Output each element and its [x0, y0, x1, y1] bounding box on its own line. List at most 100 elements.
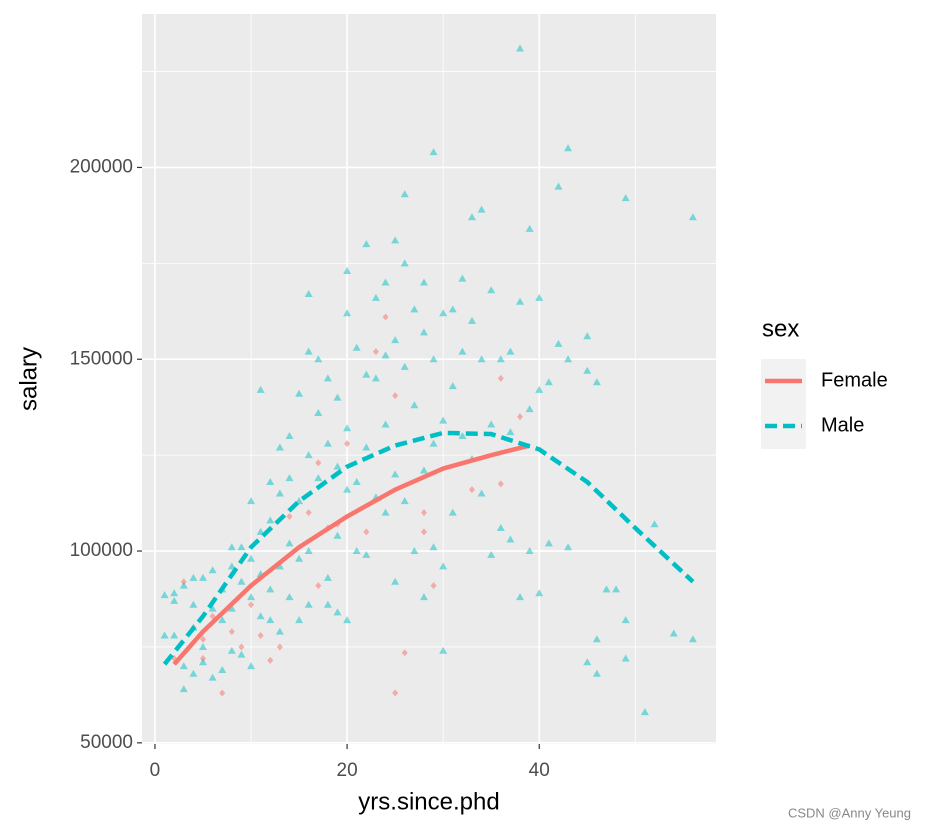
point — [516, 593, 525, 601]
y-tick-label: 200000 — [70, 156, 133, 177]
point — [381, 420, 390, 428]
point — [266, 477, 275, 485]
point — [669, 629, 678, 637]
point — [285, 474, 294, 482]
point — [266, 616, 275, 624]
point — [621, 616, 630, 624]
point — [304, 451, 313, 459]
point — [448, 305, 457, 313]
point — [208, 673, 217, 681]
point — [496, 524, 505, 532]
point — [458, 347, 467, 355]
point — [315, 459, 322, 467]
point — [392, 392, 399, 400]
point — [257, 631, 264, 639]
x-tick-label: 40 — [529, 760, 550, 781]
point — [535, 589, 544, 597]
point — [400, 190, 409, 198]
point — [362, 550, 371, 558]
point — [410, 401, 419, 409]
point — [419, 593, 428, 601]
point — [227, 543, 236, 551]
point — [218, 616, 227, 624]
point — [352, 343, 361, 351]
point — [247, 662, 256, 670]
point — [535, 385, 544, 393]
point — [295, 389, 304, 397]
point — [170, 596, 179, 604]
point — [237, 650, 246, 658]
point — [592, 378, 601, 386]
point — [333, 393, 342, 401]
x-tick-label: 20 — [337, 760, 358, 781]
point — [401, 649, 408, 657]
y-tick-label: 100000 — [70, 540, 133, 561]
point — [304, 290, 313, 298]
point — [362, 370, 371, 378]
point — [285, 593, 294, 601]
point — [208, 604, 217, 612]
point — [420, 509, 427, 517]
point — [256, 612, 265, 620]
point — [323, 600, 332, 608]
y-tick-label: 150000 — [70, 348, 133, 369]
point — [583, 332, 592, 340]
point — [554, 182, 563, 190]
point — [314, 408, 323, 416]
point — [343, 485, 352, 493]
point — [237, 543, 246, 551]
point — [286, 513, 293, 521]
point — [285, 539, 294, 547]
point — [564, 144, 573, 152]
point — [363, 528, 370, 536]
point — [305, 509, 312, 517]
point — [429, 543, 438, 551]
point — [650, 520, 659, 528]
point — [304, 600, 313, 608]
point — [382, 313, 389, 321]
point — [392, 689, 399, 697]
point — [275, 562, 284, 570]
point — [410, 305, 419, 313]
point — [477, 489, 486, 497]
point — [323, 374, 332, 382]
point — [227, 646, 236, 654]
point — [381, 508, 390, 516]
point — [400, 497, 409, 505]
point — [238, 643, 245, 651]
point — [266, 585, 275, 593]
point — [420, 528, 427, 536]
point — [179, 662, 188, 670]
point — [304, 347, 313, 355]
point — [400, 362, 409, 370]
point — [554, 339, 563, 347]
point — [304, 547, 313, 555]
point — [458, 431, 467, 439]
point — [429, 355, 438, 363]
point — [227, 562, 236, 570]
point — [612, 585, 621, 593]
point — [640, 708, 649, 716]
point — [256, 385, 265, 393]
point — [391, 336, 400, 344]
point — [468, 486, 475, 494]
point — [621, 654, 630, 662]
point — [189, 600, 198, 608]
point — [199, 573, 208, 581]
point — [199, 658, 208, 666]
point — [343, 309, 352, 317]
point — [170, 631, 179, 639]
point — [506, 347, 515, 355]
point — [247, 497, 256, 505]
point — [391, 577, 400, 585]
point — [352, 477, 361, 485]
point — [199, 642, 208, 650]
point — [227, 604, 236, 612]
point — [497, 480, 504, 488]
point — [391, 236, 400, 244]
point — [487, 286, 496, 294]
point — [275, 489, 284, 497]
point — [583, 366, 592, 374]
point — [362, 443, 371, 451]
